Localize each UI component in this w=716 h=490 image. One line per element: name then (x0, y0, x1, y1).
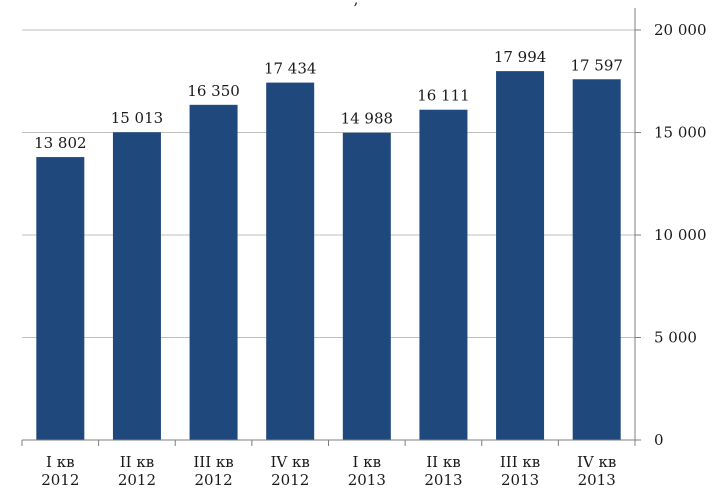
bar-value-label: 16 111 (417, 87, 470, 105)
bar-value-label: 17 994 (494, 48, 547, 66)
x-category-label: IV кв (577, 453, 616, 471)
x-category-label: II кв (426, 453, 460, 471)
bar-value-label: 13 802 (34, 134, 87, 152)
x-category-year-label: 2012 (118, 471, 156, 489)
bar-value-label: 15 013 (111, 109, 164, 127)
bar (112, 132, 161, 440)
y-tick-label: 15 000 (654, 124, 707, 142)
chart-title-fragment: , (354, 0, 359, 8)
bar (36, 157, 85, 440)
x-category-year-label: 2012 (271, 471, 309, 489)
x-category-year-label: 2013 (424, 471, 462, 489)
bar-value-label: 16 350 (187, 82, 240, 100)
bar (572, 79, 621, 440)
x-category-label: I кв (353, 453, 382, 471)
x-category-label: III кв (193, 453, 233, 471)
x-category-year-label: 2012 (41, 471, 79, 489)
y-tick-label: 5 000 (654, 329, 697, 347)
y-tick-label: 0 (654, 431, 664, 449)
bar (419, 109, 468, 441)
bar (189, 104, 238, 440)
x-category-label: IV кв (271, 453, 310, 471)
x-category-year-label: 2013 (501, 471, 539, 489)
bar (496, 71, 545, 441)
x-category-year-label: 2013 (348, 471, 386, 489)
bar-value-label: 17 434 (264, 60, 317, 78)
y-tick-label: 20 000 (654, 21, 707, 39)
y-tick-label: 10 000 (654, 226, 707, 244)
x-category-year-label: 2012 (194, 471, 232, 489)
bar (342, 132, 391, 440)
axes (21, 8, 641, 446)
x-category-label: I кв (46, 453, 75, 471)
bar-value-label: 17 597 (570, 56, 623, 74)
x-category-label: II кв (120, 453, 154, 471)
bar (266, 82, 315, 440)
x-category-label: III кв (500, 453, 540, 471)
bars (36, 71, 621, 441)
bar-value-label: 14 988 (341, 110, 394, 128)
x-category-year-label: 2013 (578, 471, 616, 489)
